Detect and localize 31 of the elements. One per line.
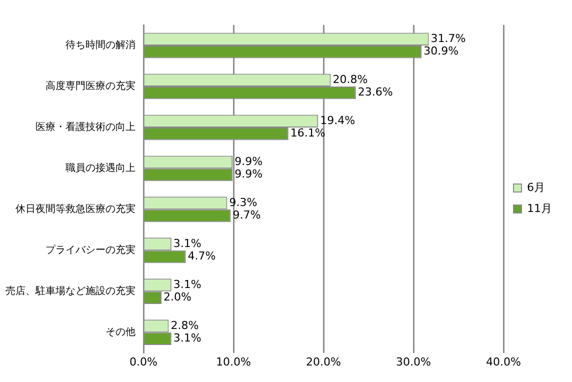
data-label: 3.1% [173,278,202,291]
y-tick-label: 職員の接遇向上 [66,162,136,174]
y-tick-label: 医療・看護技術の向上 [36,121,136,134]
y-tick-label: 休日夜間等救急医療の充実 [16,202,136,215]
y-tick-label: 待ち時間の解消 [66,39,136,52]
x-tick-label: 10.0% [216,355,251,368]
y-tick-label: 高度専門医療の充実 [46,80,136,92]
data-label: 4.7% [188,250,216,263]
data-label: 9.9% [234,154,263,168]
x-tick-label: 20.0% [306,355,341,368]
data-label: 20.8% [332,72,368,86]
y-tick-label: その他 [106,326,136,338]
data-label: 16.1% [290,126,326,140]
legend-label: 6月 [527,180,546,194]
legend-label: 11月 [527,202,552,215]
data-label: 3.1% [173,236,202,250]
x-tick-label: 40.0% [486,355,521,368]
x-tick-label: 0.0% [130,355,158,368]
y-tick-label: 売店、駐車場など施設の充実 [6,284,136,297]
data-label: 9.9% [234,168,263,181]
x-tick-label: 30.0% [396,355,431,368]
data-label: 23.6% [358,86,393,99]
data-label: 3.1% [173,332,202,345]
y-tick-label: プライバシーの充実 [46,244,136,256]
data-label: 31.7% [430,32,466,45]
data-label: 9.7% [232,208,261,222]
data-label: 2.8% [170,318,199,332]
data-label: 30.9% [424,44,459,58]
data-label: 2.0% [164,290,192,304]
data-label: 9.3% [229,196,258,209]
data-label: 19.4% [320,114,356,127]
